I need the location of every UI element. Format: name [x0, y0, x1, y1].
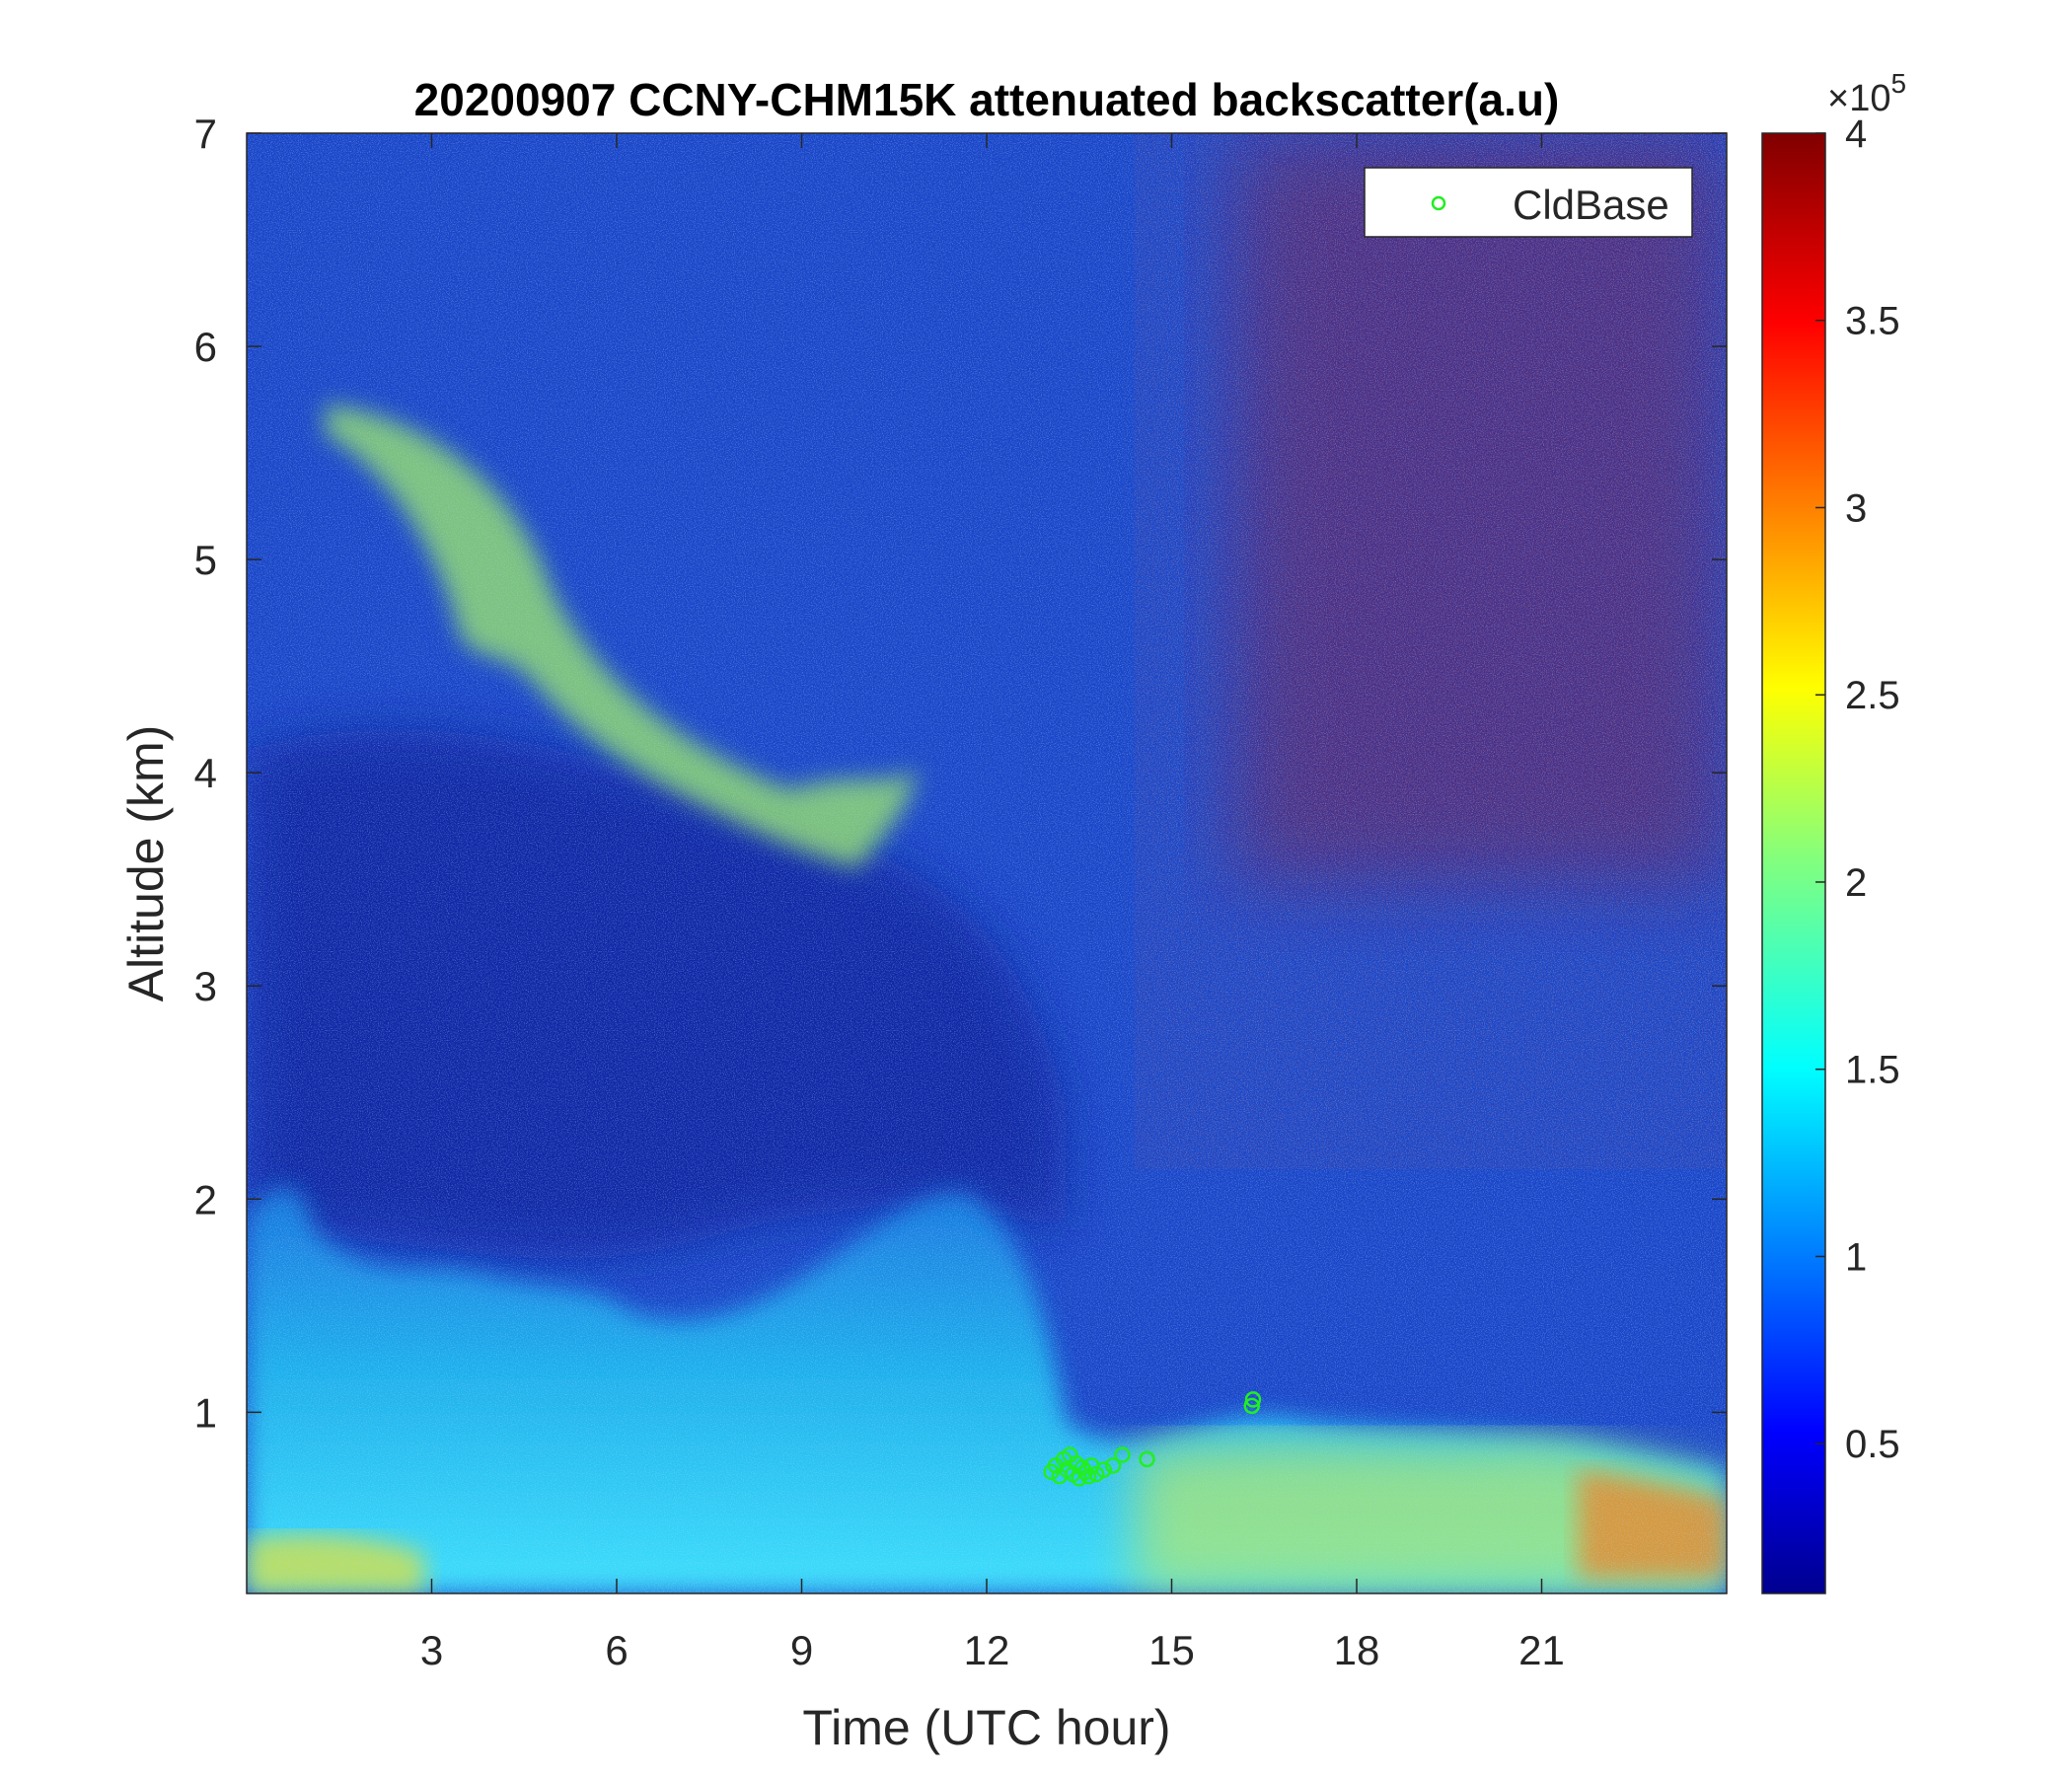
cldbase-point	[1244, 1391, 1262, 1408]
colorbar-tick-label: 1	[1845, 1235, 1867, 1279]
cldbase-point	[1139, 1450, 1155, 1468]
y-tick-label: 6	[194, 324, 217, 370]
colorbar-ticks: 0.5 1 1.5 2 2.5 3 3.5 4	[1815, 112, 1900, 1466]
cldbase-series	[1043, 1391, 1262, 1487]
colorbar-multiplier-base: ×10	[1827, 78, 1890, 119]
x-tick-label: 15	[1148, 1627, 1195, 1673]
y-tick-label: 3	[194, 963, 217, 1009]
plot-area	[247, 133, 1727, 1593]
y-tick-label: 4	[194, 750, 217, 796]
legend-marker-cldbase	[1431, 195, 1446, 211]
cldbase-point	[1095, 1461, 1112, 1478]
cldbase-point	[1079, 1467, 1097, 1485]
colorbar-tick-label: 3.5	[1845, 300, 1900, 343]
x-axis: 3 6 9 12 15 18 21	[420, 133, 1565, 1673]
colorbar-tick-label: 1.5	[1845, 1049, 1900, 1092]
colorbar-tick-label: 2	[1845, 861, 1867, 905]
colorbar-tick-label: 2.5	[1845, 674, 1900, 717]
y-tick-label: 2	[194, 1176, 217, 1222]
x-tick-label: 3	[420, 1627, 443, 1673]
cldbase-point	[1114, 1446, 1131, 1463]
colorbar-tick-label: 0.5	[1845, 1423, 1900, 1466]
x-tick-label: 18	[1334, 1627, 1380, 1673]
y-axis-label: Altitude (km)	[118, 725, 174, 1002]
y-axis: 1 2 3 4 5 6 7	[194, 111, 1727, 1436]
red-noise-overlay	[1135, 133, 1727, 1169]
legend-label-cldbase: CldBase	[1513, 182, 1669, 228]
legend: CldBase	[1364, 167, 1693, 238]
y-tick-label: 5	[194, 537, 217, 583]
colorbar-multiplier: ×105	[1827, 68, 1906, 119]
y-tick-label: 7	[194, 111, 217, 157]
cldbase-point	[1243, 1397, 1260, 1415]
colorbar: 0.5 1 1.5 2 2.5 3 3.5 4 ×105	[1761, 68, 1906, 1594]
x-axis-label: Time (UTC hour)	[802, 1700, 1170, 1755]
y-tick-label: 1	[194, 1389, 217, 1436]
colorbar-strip	[1761, 132, 1826, 1594]
legend-box	[1364, 167, 1693, 238]
x-tick-label: 6	[605, 1627, 628, 1673]
colorbar-exponent: 5	[1890, 68, 1906, 99]
colorbar-tick-label: 3	[1845, 486, 1867, 530]
chart-title: 20200907 CCNY-CHM15K attenuated backscat…	[414, 74, 1560, 125]
x-tick-label: 12	[964, 1627, 1010, 1673]
cldbase-point	[1104, 1457, 1122, 1474]
colorbar-tick-label: 4	[1845, 112, 1867, 156]
x-tick-label: 9	[790, 1627, 813, 1673]
x-tick-label: 21	[1518, 1627, 1565, 1673]
